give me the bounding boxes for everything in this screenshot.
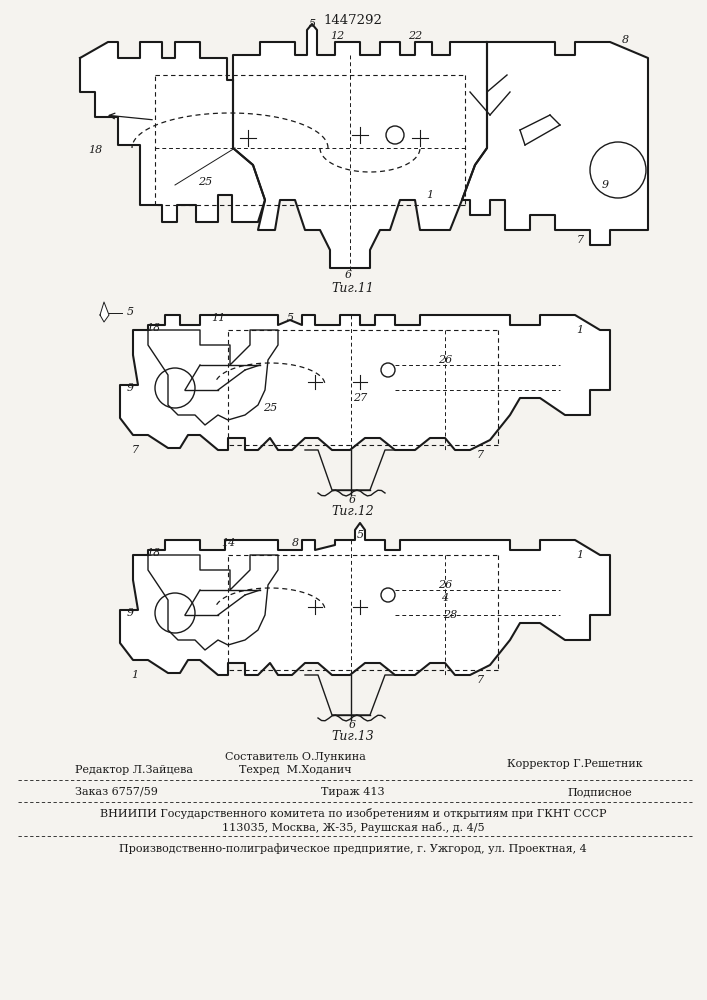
Text: 14: 14: [221, 538, 235, 548]
Text: 11: 11: [211, 313, 225, 323]
Polygon shape: [120, 523, 610, 675]
Text: Составитель О.Лункина: Составитель О.Лункина: [225, 752, 366, 762]
Polygon shape: [80, 42, 265, 222]
Text: 9: 9: [127, 608, 134, 618]
Polygon shape: [233, 24, 487, 268]
Polygon shape: [100, 302, 109, 322]
Text: 1: 1: [576, 550, 583, 560]
Text: Редактор Л.Зайцева: Редактор Л.Зайцева: [75, 765, 193, 775]
Text: 9: 9: [602, 180, 609, 190]
Text: 7: 7: [132, 445, 139, 455]
Text: Τиг.12: Τиг.12: [332, 505, 375, 518]
Text: Τиг.13: Τиг.13: [332, 730, 375, 743]
Text: 1: 1: [576, 325, 583, 335]
Text: 25: 25: [198, 177, 212, 187]
Text: 6: 6: [349, 720, 356, 730]
Text: 25: 25: [263, 403, 277, 413]
Text: 5: 5: [127, 307, 134, 317]
Text: 5: 5: [286, 313, 293, 323]
Text: Заказ 6757/59: Заказ 6757/59: [75, 787, 158, 797]
Text: 6: 6: [349, 495, 356, 505]
Text: 26: 26: [438, 580, 452, 590]
Text: 27: 27: [353, 393, 367, 403]
Text: Подписное: Подписное: [568, 787, 632, 797]
Text: 22: 22: [408, 31, 422, 41]
Text: 5: 5: [356, 530, 363, 540]
Text: 1: 1: [426, 190, 433, 200]
Polygon shape: [148, 330, 278, 425]
Text: Техред  М.Ходанич: Техред М.Ходанич: [239, 765, 351, 775]
Text: 8: 8: [291, 538, 298, 548]
Text: 18: 18: [146, 323, 160, 333]
Text: 26: 26: [438, 355, 452, 365]
Text: 1: 1: [132, 670, 139, 680]
Text: 18: 18: [88, 145, 102, 155]
Text: 28: 28: [443, 610, 457, 620]
Text: Тираж 413: Тираж 413: [321, 787, 385, 797]
Text: 18: 18: [146, 548, 160, 558]
Polygon shape: [148, 555, 278, 650]
Text: 7: 7: [576, 235, 583, 245]
Polygon shape: [80, 30, 650, 275]
Text: Производственно-полиграфическое предприятие, г. Ужгород, ул. Проектная, 4: Производственно-полиграфическое предприя…: [119, 843, 587, 854]
Text: 7: 7: [477, 450, 484, 460]
Text: 5: 5: [308, 19, 315, 29]
Polygon shape: [462, 42, 648, 245]
Text: 9: 9: [127, 383, 134, 393]
Text: Корректор Г.Решетник: Корректор Г.Решетник: [507, 759, 643, 769]
Polygon shape: [120, 315, 610, 450]
Text: 7: 7: [477, 675, 484, 685]
Text: 4: 4: [441, 593, 448, 603]
Text: ВНИИПИ Государственного комитета по изобретениям и открытиям при ГКНТ СССР: ВНИИПИ Государственного комитета по изоб…: [100, 808, 606, 819]
Text: 1447292: 1447292: [324, 14, 382, 27]
Text: 12: 12: [330, 31, 344, 41]
Text: 6: 6: [344, 270, 351, 280]
Text: 8: 8: [621, 35, 629, 45]
Text: 113035, Москва, Ж-35, Раушская наб., д. 4/5: 113035, Москва, Ж-35, Раушская наб., д. …: [222, 822, 484, 833]
Text: Τиг.11: Τиг.11: [332, 282, 375, 295]
